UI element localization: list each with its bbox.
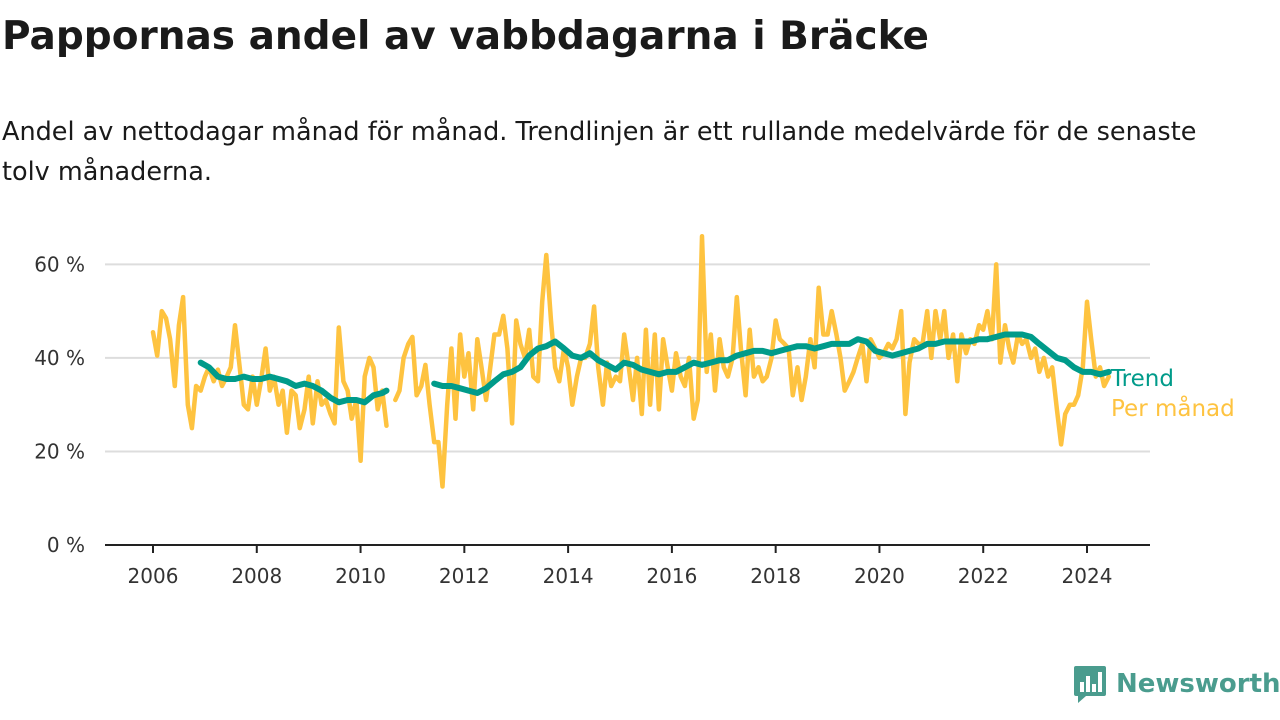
newsworthy-logo: Newsworthy bbox=[1072, 664, 1280, 704]
y-tick-label: 40 % bbox=[34, 346, 85, 370]
x-tick-label: 2008 bbox=[231, 564, 282, 588]
x-tick-label: 2014 bbox=[543, 564, 594, 588]
x-tick-label: 2012 bbox=[439, 564, 490, 588]
x-tick-label: 2006 bbox=[128, 564, 179, 588]
x-tick-label: 2016 bbox=[646, 564, 697, 588]
x-tick-label: 2024 bbox=[1062, 564, 1113, 588]
x-tick-label: 2020 bbox=[854, 564, 905, 588]
legend-label-monthly: Per månad bbox=[1111, 394, 1235, 422]
legend-label-trend: Trend bbox=[1110, 366, 1174, 392]
y-tick-label: 20 % bbox=[34, 439, 85, 463]
series-line-trend bbox=[197, 331, 1112, 406]
brand-name: Newsworthy bbox=[1116, 669, 1280, 699]
x-tick-label: 2018 bbox=[750, 564, 801, 588]
y-axis-ticks: 0 % 20 % 40 % 60 % bbox=[34, 252, 85, 557]
newsworthy-icon bbox=[1074, 666, 1106, 703]
x-axis-ticks: 2006 2008 2010 2012 2014 2016 2018 2020 2022 2024 bbox=[128, 545, 1113, 588]
x-tick-label: 2010 bbox=[335, 564, 386, 588]
chart-title: Pappornas andel av vabbdagarna i Bräcke bbox=[2, 14, 929, 59]
chart-subtitle: Andel av nettodagar månad för månad. Tre… bbox=[2, 117, 1197, 187]
x-tick-label: 2022 bbox=[958, 564, 1009, 588]
series-lines bbox=[150, 234, 1112, 489]
y-tick-label: 0 % bbox=[47, 533, 85, 557]
y-tick-label: 60 % bbox=[34, 252, 85, 276]
